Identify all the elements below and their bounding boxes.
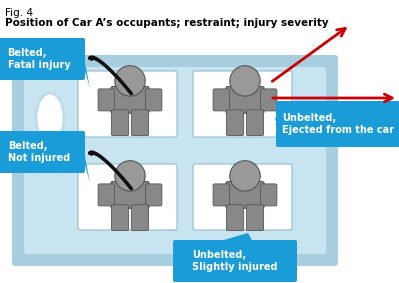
- FancyBboxPatch shape: [111, 181, 149, 208]
- FancyBboxPatch shape: [98, 89, 115, 111]
- FancyBboxPatch shape: [226, 181, 264, 208]
- FancyBboxPatch shape: [173, 240, 297, 282]
- Text: Fig. 4: Fig. 4: [5, 8, 33, 18]
- FancyBboxPatch shape: [226, 205, 244, 231]
- Circle shape: [115, 66, 145, 96]
- FancyBboxPatch shape: [98, 184, 115, 206]
- FancyBboxPatch shape: [0, 131, 85, 173]
- Text: Belted,
Not injured: Belted, Not injured: [8, 141, 70, 163]
- FancyBboxPatch shape: [276, 101, 399, 147]
- FancyBboxPatch shape: [261, 184, 277, 206]
- FancyBboxPatch shape: [193, 164, 292, 230]
- FancyBboxPatch shape: [246, 110, 264, 136]
- Polygon shape: [217, 233, 253, 242]
- Polygon shape: [275, 118, 278, 130]
- FancyBboxPatch shape: [246, 205, 264, 231]
- FancyBboxPatch shape: [12, 55, 338, 266]
- FancyBboxPatch shape: [131, 110, 148, 136]
- FancyBboxPatch shape: [78, 71, 177, 137]
- FancyBboxPatch shape: [78, 164, 177, 230]
- FancyBboxPatch shape: [131, 205, 148, 231]
- FancyBboxPatch shape: [146, 89, 162, 111]
- FancyBboxPatch shape: [0, 38, 85, 80]
- Polygon shape: [83, 146, 90, 183]
- Text: Position of Car A’s occupants; restraint; injury severity: Position of Car A’s occupants; restraint…: [5, 18, 329, 28]
- FancyBboxPatch shape: [111, 110, 128, 136]
- Circle shape: [230, 161, 260, 191]
- Text: Unbelted,
Ejected from the car: Unbelted, Ejected from the car: [282, 113, 394, 135]
- Circle shape: [230, 66, 260, 96]
- Text: Belted,
Fatal injury: Belted, Fatal injury: [8, 48, 70, 70]
- Text: Unbelted,
Slightly injured: Unbelted, Slightly injured: [192, 250, 278, 272]
- Ellipse shape: [36, 93, 64, 143]
- Polygon shape: [83, 53, 90, 88]
- FancyBboxPatch shape: [213, 184, 229, 206]
- FancyBboxPatch shape: [226, 87, 264, 113]
- Circle shape: [115, 161, 145, 191]
- FancyBboxPatch shape: [213, 89, 229, 111]
- FancyBboxPatch shape: [261, 89, 277, 111]
- FancyBboxPatch shape: [146, 184, 162, 206]
- FancyBboxPatch shape: [24, 67, 326, 254]
- FancyBboxPatch shape: [193, 71, 292, 137]
- FancyBboxPatch shape: [226, 110, 244, 136]
- FancyBboxPatch shape: [111, 87, 149, 113]
- FancyBboxPatch shape: [111, 205, 128, 231]
